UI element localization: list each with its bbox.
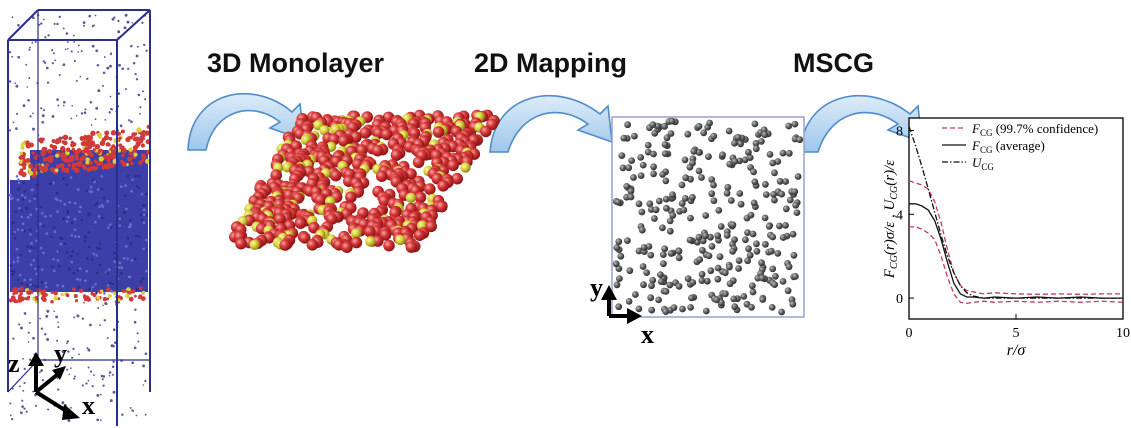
axes-2d: y x xyxy=(590,273,654,349)
flow-arrow-3 xyxy=(799,94,923,153)
legend-entry-2: FCG (average) xyxy=(971,138,1045,155)
chart-x-axis-label: r/σ xyxy=(1007,342,1027,359)
title-3d-monolayer: 3D Monolayer xyxy=(207,48,385,78)
x-tick-label: 5 xyxy=(1013,326,1020,341)
axis-label-x: x xyxy=(82,391,95,420)
mscg-chart: 0 5 10 0 4 8 FCG (99.7% confidence)FCG (avera… xyxy=(882,117,1130,359)
flow-arrows xyxy=(187,92,923,153)
chart-ticks: 0 5 10 0 4 8 xyxy=(896,125,1130,341)
axes-3d: z y x xyxy=(8,339,95,420)
y-tick-label: 8 xyxy=(896,125,903,140)
box-vapor-dots xyxy=(8,13,149,422)
cg-mapping-2d: y x xyxy=(590,116,805,349)
legend-entry-3: UCG xyxy=(972,155,994,172)
y-tick-label: 4 xyxy=(896,208,903,223)
y-tick-label: 0 xyxy=(896,292,903,307)
legend-entry-1: FCG (99.7% confidence) xyxy=(971,121,1098,138)
series-line-4 xyxy=(908,126,1123,299)
cg-particles xyxy=(612,117,804,316)
axis-label-y: y xyxy=(54,339,67,368)
chart-plot-frame xyxy=(908,117,1124,320)
chart-legend: FCG (99.7% confidence)FCG (average)UCG xyxy=(942,121,1098,172)
axis-label-z: z xyxy=(8,349,20,378)
title-mscg: MSCG xyxy=(793,48,874,78)
x-tick-label: 10 xyxy=(1116,326,1130,341)
flow-arrow-1 xyxy=(187,92,305,151)
chart-y-axis-label: FCG(r)σ/ε , UCG(r)/ε xyxy=(882,160,900,279)
axis2d-label-y: y xyxy=(590,273,603,302)
chart-series xyxy=(908,126,1124,304)
title-2d-mapping: 2D Mapping xyxy=(474,48,627,78)
monolayer-3d-render xyxy=(229,109,500,253)
series-line-2 xyxy=(909,226,1124,304)
simulation-box-3d: z y x xyxy=(7,9,152,426)
x-tick-label: 0 xyxy=(906,326,913,341)
flow-arrow-2 xyxy=(489,94,613,153)
series-line-1 xyxy=(908,180,1123,295)
box-edges xyxy=(7,9,151,426)
box-monolayer-slab xyxy=(8,124,152,304)
axis2d-label-x: x xyxy=(641,320,654,349)
